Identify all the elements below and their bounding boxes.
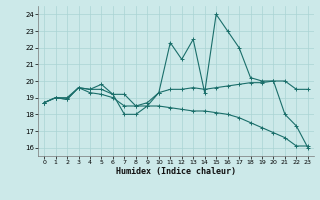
X-axis label: Humidex (Indice chaleur): Humidex (Indice chaleur) — [116, 167, 236, 176]
